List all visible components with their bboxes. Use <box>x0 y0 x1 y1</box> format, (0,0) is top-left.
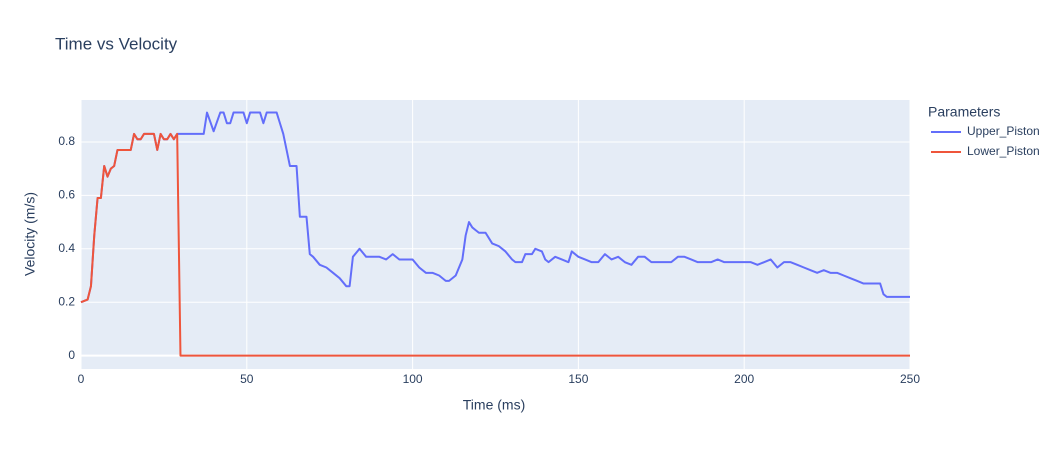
x-axis-title: Time (ms) <box>463 397 525 413</box>
y-tick-label: 0.8 <box>58 134 75 148</box>
y-tick-label: 0.6 <box>58 188 75 202</box>
legend-title: Parameters <box>928 104 1000 120</box>
lines <box>80 111 910 357</box>
x-tick-label: 50 <box>240 372 254 386</box>
x-tick-label: 0 <box>78 372 85 386</box>
legend: Upper_Piston Lower_Piston <box>931 124 1040 158</box>
plot-area <box>81 100 910 369</box>
y-tick-label: 0.2 <box>58 294 75 308</box>
y-tick-label: 0 <box>68 348 75 362</box>
y-axis-title: Velocity (m/s) <box>22 192 38 276</box>
series-line <box>80 111 910 304</box>
x-tick-label: 200 <box>734 372 754 386</box>
legend-label[interactable]: Lower_Piston <box>967 144 1040 158</box>
y-tick-label: 0.4 <box>58 241 75 255</box>
chart-title: Time vs Velocity <box>55 34 178 53</box>
series-line <box>80 132 910 357</box>
x-tick-label: 150 <box>568 372 588 386</box>
x-tick-label: 250 <box>900 372 920 386</box>
x-tick-label: 100 <box>403 372 423 386</box>
legend-label[interactable]: Upper_Piston <box>967 124 1040 138</box>
